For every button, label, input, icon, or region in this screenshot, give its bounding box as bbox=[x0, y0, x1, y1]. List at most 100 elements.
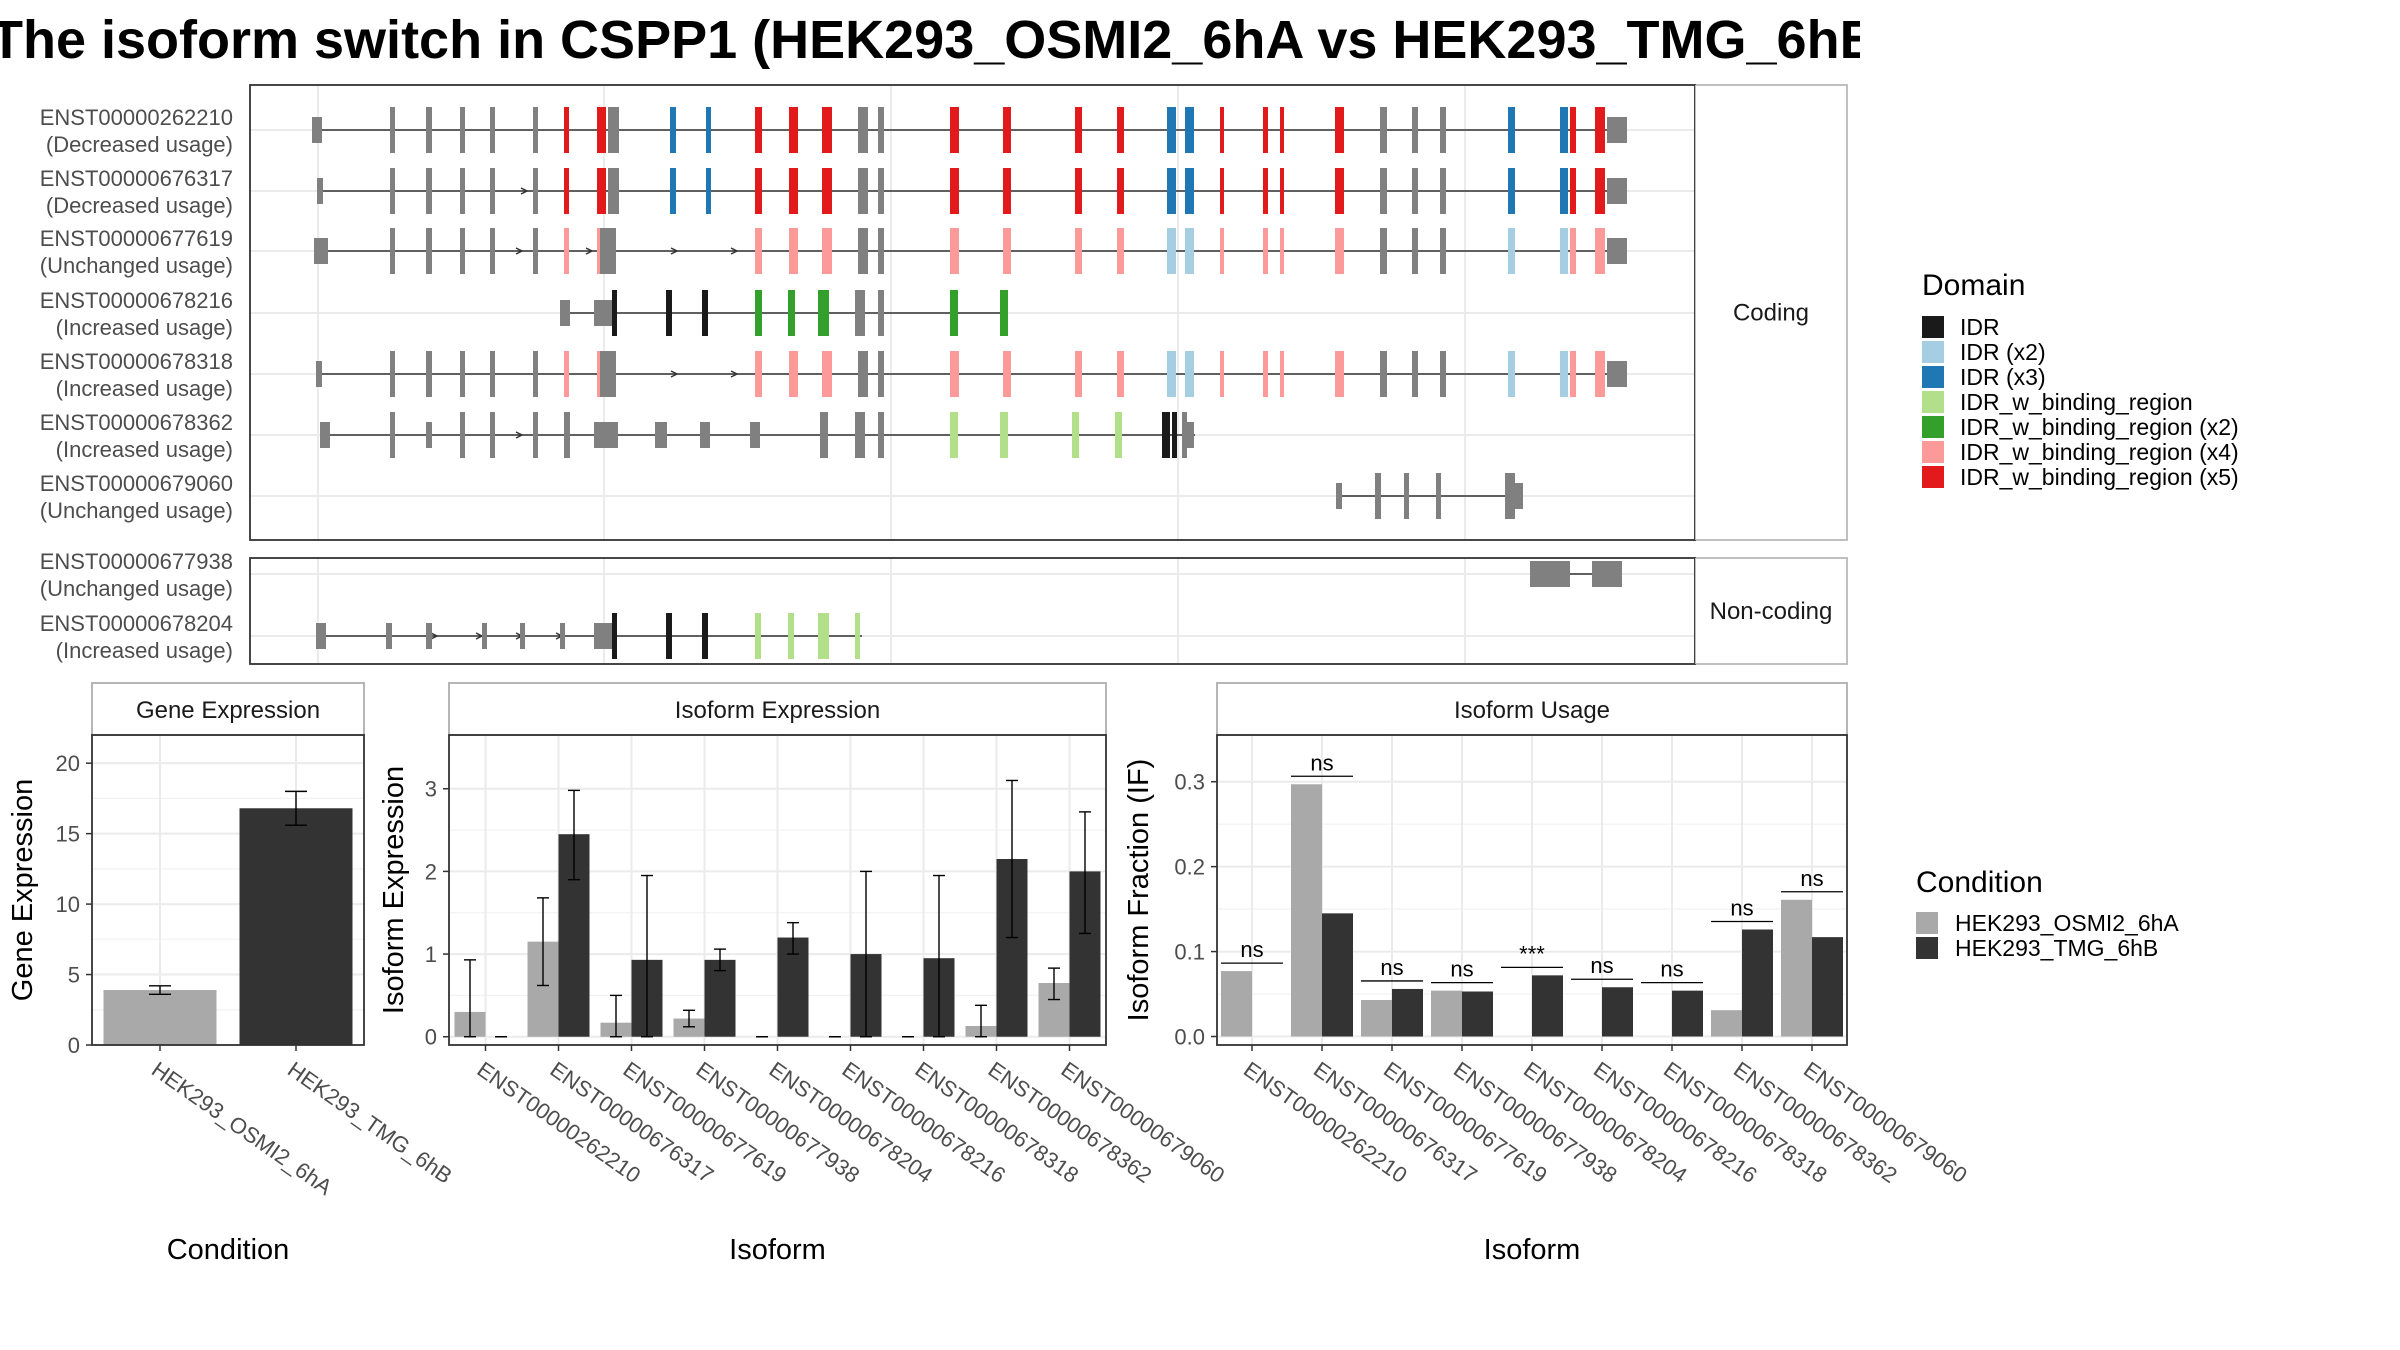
exon-block bbox=[1263, 168, 1268, 214]
bar bbox=[1221, 971, 1252, 1037]
bar bbox=[239, 808, 353, 1045]
exon-block bbox=[1508, 228, 1515, 274]
bar bbox=[1431, 990, 1462, 1037]
exon-block bbox=[1560, 351, 1568, 397]
exon-block bbox=[608, 107, 619, 153]
exon-block bbox=[1607, 361, 1627, 387]
exon-block bbox=[1185, 351, 1194, 397]
exon-block bbox=[1117, 351, 1124, 397]
exon-block bbox=[312, 117, 322, 143]
exon-block bbox=[426, 107, 432, 153]
exon-block bbox=[878, 290, 884, 336]
exon-block bbox=[320, 422, 330, 448]
exon-block bbox=[1560, 107, 1568, 153]
exon-block bbox=[482, 623, 487, 649]
exon-block bbox=[1280, 228, 1284, 274]
exon-block bbox=[1515, 483, 1523, 509]
exon-block bbox=[878, 228, 884, 274]
panel-strip bbox=[1216, 682, 1848, 736]
strand-arrow bbox=[730, 247, 739, 255]
exon-block bbox=[788, 613, 794, 659]
exon-block bbox=[1263, 107, 1268, 153]
exon-block bbox=[533, 412, 538, 458]
exon-block bbox=[818, 290, 829, 336]
exon-block bbox=[533, 168, 538, 214]
exon-block bbox=[755, 613, 761, 659]
exon-block bbox=[700, 422, 710, 448]
bar bbox=[1602, 987, 1633, 1037]
strand-arrow bbox=[730, 370, 739, 378]
exon-block bbox=[533, 351, 538, 397]
y-tick-label: 5 bbox=[68, 963, 80, 988]
noncoding-strip-label: Non-coding bbox=[1710, 598, 1833, 625]
exon-block bbox=[950, 412, 958, 458]
significance-label: *** bbox=[1519, 941, 1545, 966]
exon-block bbox=[1595, 168, 1605, 214]
exon-block bbox=[1220, 168, 1224, 214]
exon-block bbox=[788, 290, 795, 336]
exon-block bbox=[755, 351, 762, 397]
bar bbox=[1322, 913, 1353, 1037]
legend-key bbox=[1922, 316, 1944, 338]
exon-block bbox=[564, 228, 569, 274]
exon-block bbox=[1508, 107, 1515, 153]
exon-block bbox=[878, 107, 884, 153]
exon-block bbox=[564, 351, 569, 397]
exon-block bbox=[1280, 351, 1284, 397]
exon-block bbox=[858, 228, 868, 274]
panel-strip-label: Gene Expression bbox=[136, 697, 320, 724]
exon-block bbox=[597, 107, 606, 153]
exon-block bbox=[426, 351, 432, 397]
y-axis-title: Isoform Fraction (IF) bbox=[1123, 759, 1155, 1022]
exon-block bbox=[1607, 238, 1627, 264]
exon-block bbox=[1335, 228, 1344, 274]
y-tick-label: 0.1 bbox=[1174, 940, 1205, 965]
exon-block bbox=[1440, 168, 1446, 214]
exon-block bbox=[1440, 228, 1446, 274]
exon-block bbox=[855, 412, 865, 458]
transcript-usage-label: (Unchanged usage) bbox=[40, 253, 233, 278]
exon-block bbox=[1075, 228, 1082, 274]
exon-block bbox=[564, 412, 570, 458]
y-tick-label: 0.2 bbox=[1174, 855, 1205, 880]
legend-label: IDR (x3) bbox=[1960, 364, 2046, 390]
transcript-id-label: ENST00000677938 bbox=[40, 549, 233, 574]
transcript-usage-label: (Decreased usage) bbox=[46, 132, 233, 157]
exon-block bbox=[818, 613, 829, 659]
transcript-id-label: ENST00000679060 bbox=[40, 471, 233, 496]
exon-block bbox=[950, 107, 959, 153]
exon-block bbox=[789, 168, 798, 214]
isoform-expression-panel: Isoform Expression0123ENST00000262210ENS… bbox=[378, 682, 1229, 1266]
legend-key bbox=[1922, 466, 1944, 488]
exon-block bbox=[1412, 107, 1418, 153]
legend-label: IDR_w_binding_region bbox=[1960, 389, 2193, 415]
y-tick-label: 10 bbox=[56, 892, 80, 917]
exon-block bbox=[1336, 483, 1342, 509]
exon-block bbox=[1185, 228, 1194, 274]
exon-block bbox=[316, 623, 326, 649]
exon-block bbox=[1117, 107, 1124, 153]
transcript-id-label: ENST00000678216 bbox=[40, 288, 233, 313]
exon-block bbox=[1187, 422, 1194, 448]
exon-block bbox=[950, 168, 959, 214]
exon-block bbox=[789, 351, 798, 397]
exon-block bbox=[560, 300, 570, 326]
exon-block bbox=[1115, 412, 1122, 458]
bar bbox=[1812, 937, 1843, 1037]
exon-block bbox=[1182, 412, 1187, 458]
significance-label: ns bbox=[1380, 955, 1403, 980]
exon-block bbox=[1075, 351, 1082, 397]
significance-label: ns bbox=[1660, 957, 1683, 982]
exon-block bbox=[490, 228, 495, 274]
exon-block bbox=[1003, 168, 1011, 214]
exon-block bbox=[1220, 228, 1224, 274]
exon-block bbox=[426, 228, 432, 274]
exon-block bbox=[1570, 107, 1576, 153]
exon-block bbox=[1560, 168, 1568, 214]
exon-block bbox=[390, 228, 395, 274]
exon-block bbox=[1162, 412, 1170, 458]
strand-arrow bbox=[430, 632, 439, 640]
exon-block bbox=[702, 290, 708, 336]
exon-block bbox=[564, 168, 569, 214]
